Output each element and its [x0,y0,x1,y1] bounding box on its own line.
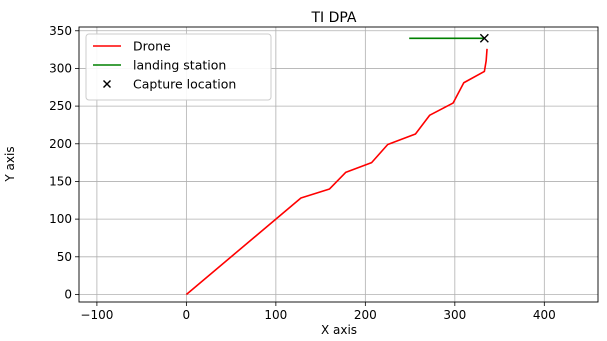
legend-item-drone: Drone [93,39,171,54]
x-tick-label: 0 [183,308,191,322]
x-tick-label: 100 [264,308,287,322]
series-layer [185,33,489,296]
x-tick-label: 200 [354,308,377,322]
x-tick-label: 400 [533,308,556,322]
chart-title: TI DPA [310,10,356,26]
x-tick-label: 300 [443,308,466,322]
legend-label: landing station [133,58,226,73]
legend-item-landing-station: landing station [93,58,226,73]
drone-line [185,48,488,296]
y-tick-label: 100 [49,212,72,226]
y-tick-label: 50 [57,250,72,264]
y-axis-title: Y axis [3,146,17,182]
y-tick-label: 200 [49,137,72,151]
legend-item-capture-location: Capture location [103,77,236,92]
axis-ticks: −100 0 100 200 300 400 0 50 100 150 200 250 300 350 [49,24,556,322]
capture-location-marker [479,33,489,43]
legend-box [85,33,272,101]
y-tick-label: 0 [64,287,72,301]
y-tick-label: 250 [49,99,72,113]
legend-label: Drone [133,39,171,54]
plot-frame [78,26,599,303]
legend-swatch [103,80,111,88]
legend: Drone landing station Capture location [85,33,272,101]
y-tick-label: 350 [49,24,72,38]
y-tick-label: 300 [49,61,72,75]
x-tick-label: −100 [80,308,113,322]
grid [79,27,598,302]
x-axis-title: X axis [321,323,357,337]
y-tick-label: 150 [49,174,72,188]
legend-label: Capture location [133,77,236,92]
